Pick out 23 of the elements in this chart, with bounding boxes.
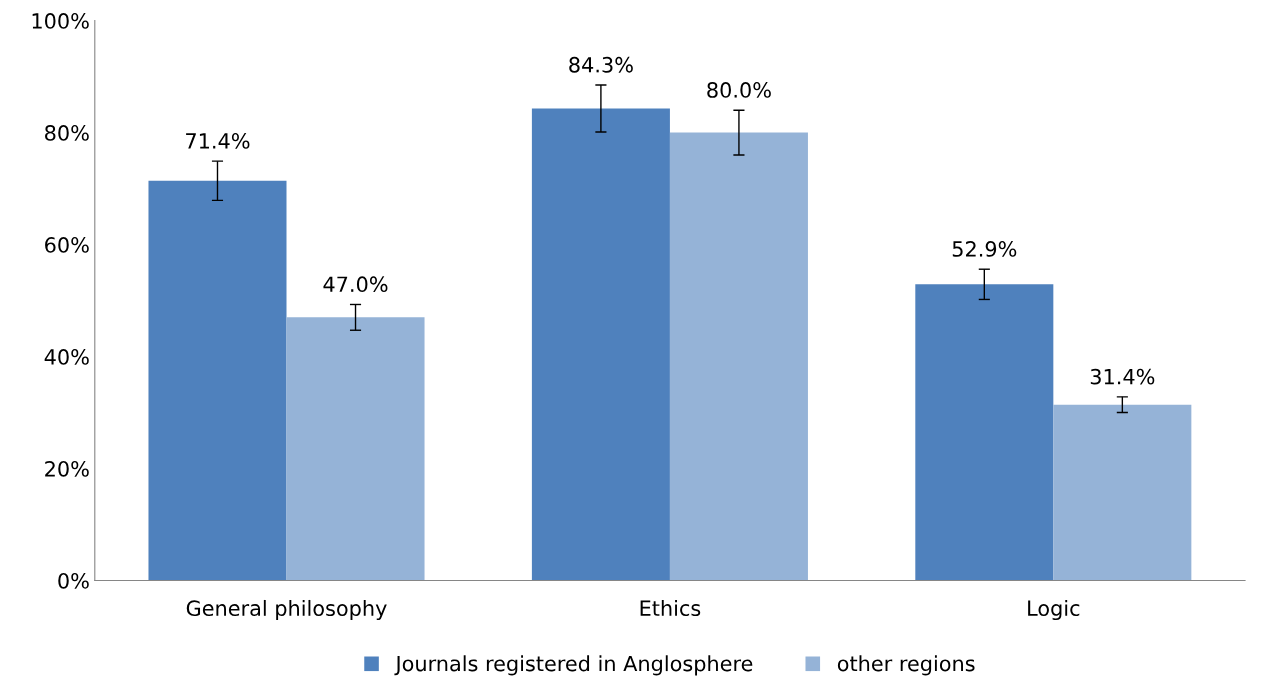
legend-label: other regions: [837, 655, 975, 676]
data-label: 84.3%: [569, 56, 633, 73]
bar: [286, 317, 425, 581]
data-label: 71.4%: [186, 133, 250, 149]
y-tick-label: 0%: [58, 572, 89, 589]
bar: [669, 132, 808, 581]
y-tick-label: 20%: [45, 460, 89, 477]
bar: [915, 284, 1054, 581]
x-tick-label: Logic: [1028, 599, 1080, 621]
legend-label: Journals registered in Anglosphere: [394, 655, 753, 676]
y-tick-label: 60%: [45, 237, 89, 253]
bar: [148, 180, 287, 581]
data-label: 52.9%: [952, 241, 1017, 257]
data-label: 31.4%: [1090, 368, 1155, 385]
data-label: 80.0%: [707, 82, 771, 98]
data-label: 47.0%: [323, 276, 388, 293]
x-tick-label: Ethics: [640, 599, 701, 617]
bar: [1053, 404, 1192, 581]
y-tick-label: 40%: [44, 349, 89, 365]
y-tick-label: 80%: [45, 125, 89, 141]
x-tick-label: General philosophy: [186, 599, 387, 621]
bar: [531, 108, 670, 581]
y-tick-label: 100%: [32, 13, 89, 29]
